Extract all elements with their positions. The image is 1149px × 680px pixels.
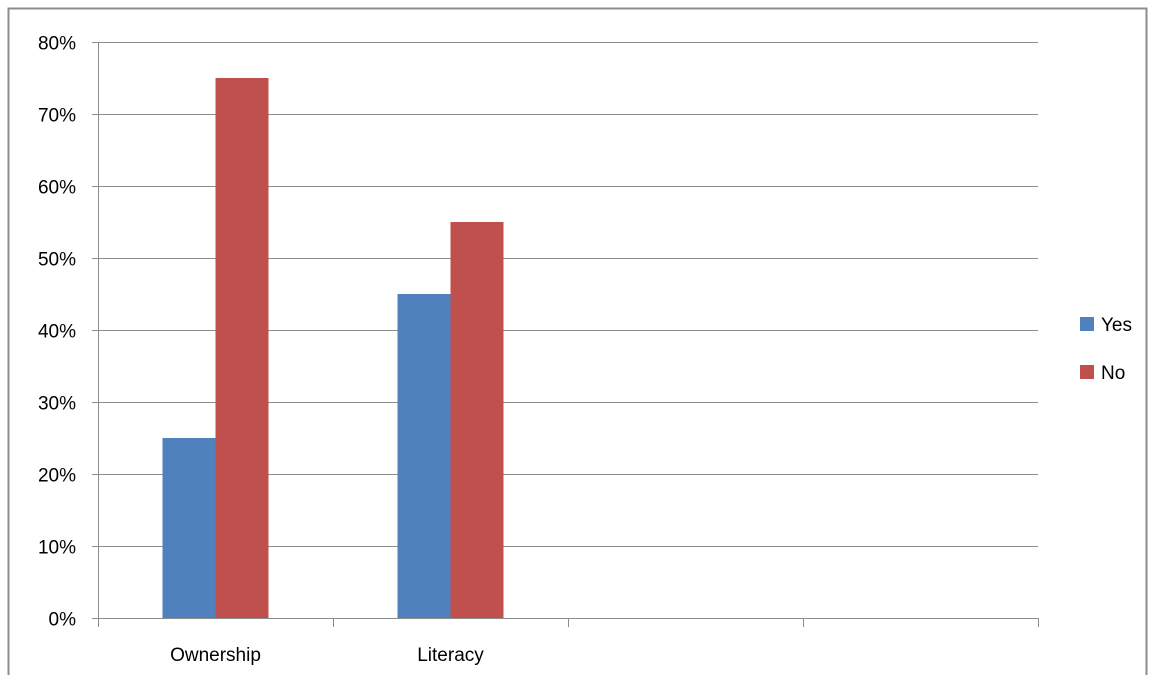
- legend-swatch-no: [1080, 365, 1094, 379]
- x-tick-labels: Ownership Literacy: [170, 645, 484, 666]
- bar-yes-literacy: [397, 294, 451, 618]
- legend: Yes No: [1080, 315, 1132, 384]
- bar-no-ownership: [215, 78, 269, 618]
- x-tick-label: Literacy: [417, 645, 484, 666]
- y-tick-label: 40%: [38, 322, 76, 343]
- y-tick-label: 70%: [38, 106, 76, 127]
- axes: [92, 42, 1039, 627]
- y-tick-label: 80%: [38, 34, 76, 55]
- outer-border: [7, 7, 1148, 680]
- bar-no-literacy: [450, 222, 504, 618]
- bars: [162, 78, 504, 618]
- legend-swatch-yes: [1080, 317, 1094, 331]
- y-tick-label: 0%: [49, 610, 77, 631]
- y-tick-labels: 0% 10% 20% 30% 40% 50% 60% 70% 80%: [38, 34, 76, 631]
- y-tick-label: 20%: [38, 466, 76, 487]
- x-tick-label: Ownership: [170, 645, 261, 666]
- y-tick-label: 50%: [38, 250, 76, 271]
- legend-label-no: No: [1101, 363, 1125, 384]
- legend-label-yes: Yes: [1101, 315, 1132, 336]
- bar-yes-ownership: [162, 438, 216, 618]
- y-tick-label: 30%: [38, 394, 76, 415]
- y-tick-label: 60%: [38, 178, 76, 199]
- y-tick-label: 10%: [38, 538, 76, 559]
